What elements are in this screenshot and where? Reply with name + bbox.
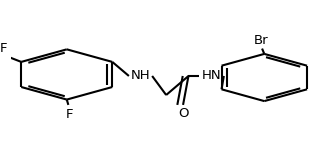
Text: F: F bbox=[66, 108, 74, 121]
Text: HN: HN bbox=[201, 69, 221, 82]
Text: NH: NH bbox=[131, 69, 151, 82]
Text: Br: Br bbox=[254, 34, 268, 47]
Text: F: F bbox=[0, 42, 8, 55]
Text: O: O bbox=[178, 107, 188, 120]
